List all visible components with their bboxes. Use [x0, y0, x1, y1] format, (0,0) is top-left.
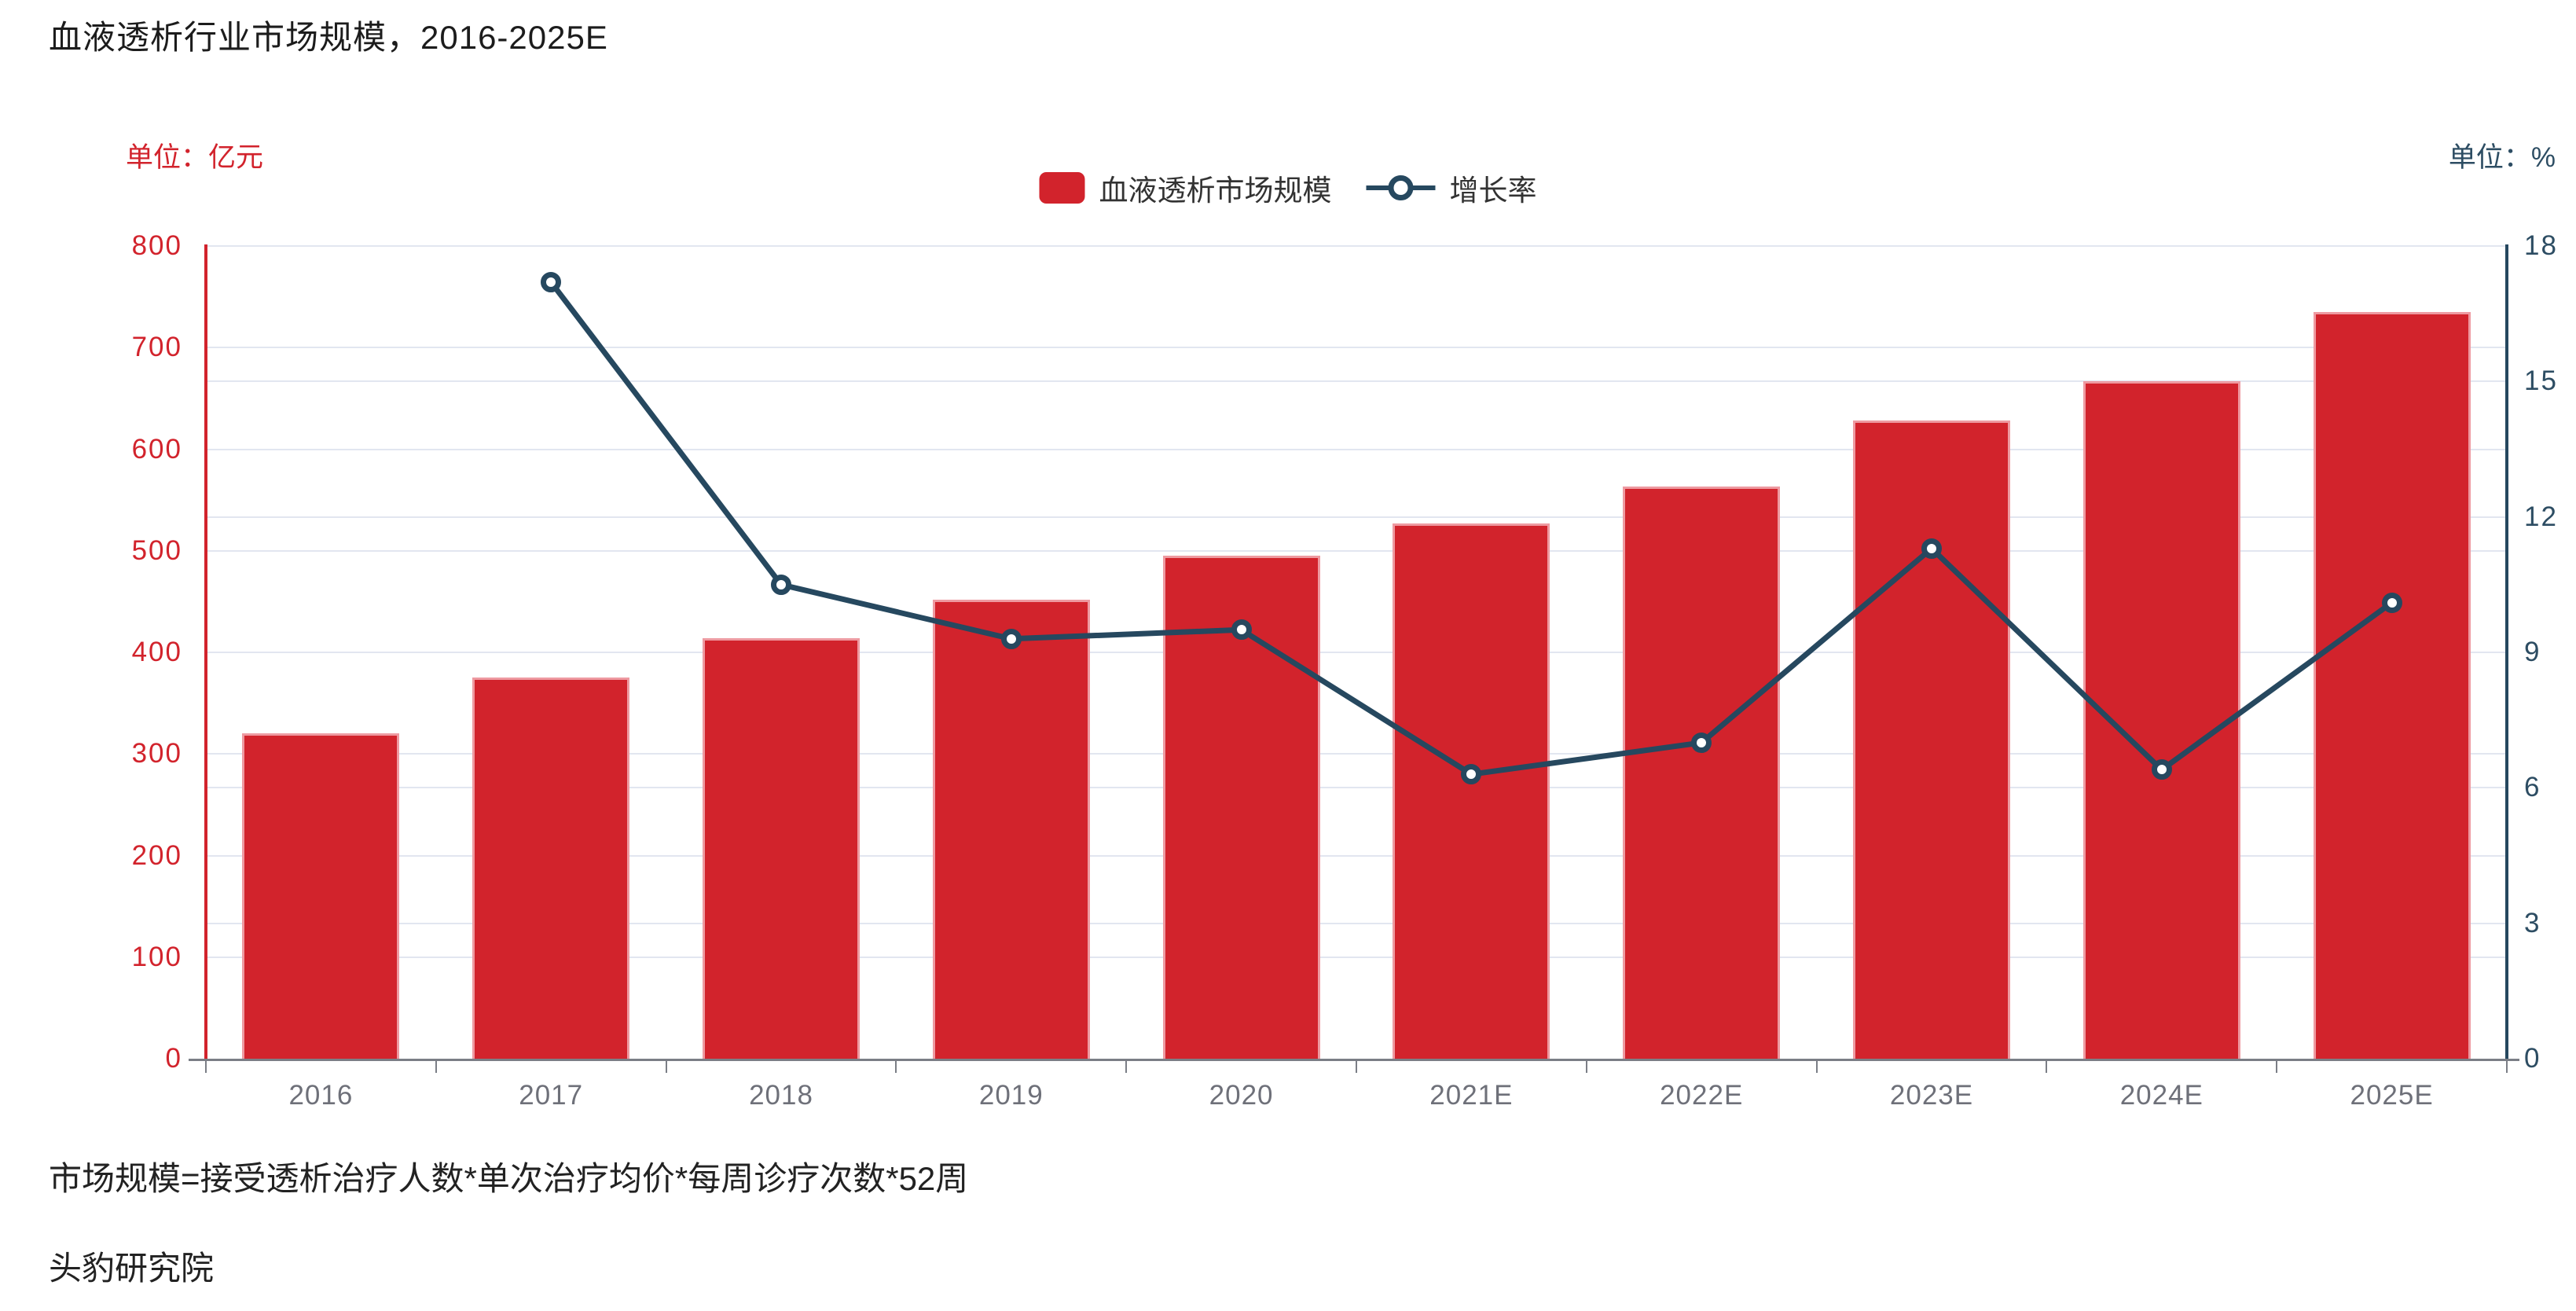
x-axis-tick-4 [1125, 1060, 1128, 1073]
x-label-2022E: 2022E [1660, 1080, 1744, 1111]
line-marker-2017[interactable] [541, 271, 562, 292]
left-axis-tick-100: 100 [131, 941, 182, 972]
legend-item-market-size[interactable]: 血液透析市场规模 [1039, 167, 1332, 209]
x-axis-tick-6 [1585, 1060, 1587, 1073]
x-axis-tick-3 [895, 1060, 897, 1073]
left-axis-tick-200: 200 [131, 839, 182, 871]
growth-rate-line [548, 279, 2395, 777]
left-y-axis-line [204, 244, 207, 1060]
line-marker-2025E[interactable] [2381, 592, 2402, 613]
x-label-2016: 2016 [288, 1080, 354, 1111]
legend-line-label: 增长率 [1449, 174, 1537, 207]
legend-item-growth-rate[interactable]: 增长率 [1366, 167, 1537, 209]
gridline-left-600 [206, 448, 2507, 450]
x-axis-tick-5 [1356, 1060, 1357, 1073]
gridline-right-12 [206, 516, 2507, 518]
chart-title: 血液透析行业市场规模，2016-2025E [49, 19, 608, 56]
legend: 血液透析市场规模 增长率 [1039, 167, 1537, 209]
bar-series-swatch-icon [1039, 172, 1085, 204]
gridline-right-9 [206, 652, 2507, 653]
line-marker-2018[interactable] [771, 574, 791, 595]
gridline-right-6 [206, 787, 2507, 789]
x-axis-tick-0 [205, 1060, 207, 1073]
source-label: 头豹研究院 [49, 1250, 215, 1287]
bar-2017[interactable] [472, 678, 630, 1059]
bar-2022E[interactable] [1623, 487, 1781, 1059]
bar-2016[interactable] [242, 733, 400, 1059]
line-marker-2022E[interactable] [1691, 732, 1712, 753]
x-label-2024E: 2024E [2119, 1080, 2204, 1111]
left-axis-tick-700: 700 [131, 332, 182, 363]
gridline-left-700 [206, 347, 2507, 349]
x-axis-tick-7 [1815, 1060, 1818, 1073]
right-axis-tick-15: 15 [2524, 365, 2558, 397]
left-axis-tick-500: 500 [131, 534, 182, 566]
bar-2025E[interactable] [2313, 312, 2471, 1059]
line-marker-2019[interactable] [1000, 628, 1022, 649]
bar-2021E[interactable] [1393, 523, 1550, 1059]
x-label-2025E: 2025E [2350, 1080, 2434, 1111]
left-axis-tick-800: 800 [131, 230, 182, 261]
chart-footnote: 市场规模=接受透析治疗人数*单次治疗均价*每周诊疗次数*52周 [49, 1160, 969, 1197]
x-label-2018: 2018 [749, 1080, 813, 1111]
right-axis-tick-6: 6 [2524, 772, 2541, 803]
gridline-right-3 [206, 922, 2507, 924]
gridline-left-100 [206, 956, 2507, 958]
x-axis-line [189, 1059, 2519, 1061]
line-marker-2021E[interactable] [1461, 764, 1482, 785]
x-axis-tick-9 [2276, 1060, 2278, 1073]
x-axis-tick-8 [2046, 1060, 2048, 1073]
line-marker-2023E[interactable] [1921, 538, 1942, 559]
right-axis-tick-0: 0 [2524, 1043, 2541, 1074]
x-label-2023E: 2023E [1889, 1080, 1974, 1111]
right-axis-tick-18: 18 [2524, 230, 2558, 261]
right-axis-tick-9: 9 [2524, 637, 2541, 667]
x-label-2017: 2017 [519, 1080, 584, 1111]
line-marker-2020[interactable] [1231, 619, 1252, 641]
x-axis-tick-2 [665, 1060, 667, 1073]
x-label-2021E: 2021E [1429, 1080, 1514, 1111]
x-label-2019: 2019 [978, 1080, 1044, 1111]
right-axis-tick-3: 3 [2524, 907, 2541, 938]
x-axis-tick-10 [2506, 1060, 2508, 1073]
gridline-left-500 [206, 549, 2507, 552]
x-label-2020: 2020 [1209, 1080, 1274, 1111]
left-axis-tick-0: 0 [165, 1043, 182, 1074]
left-axis-unit-label: 单位：亿元 [126, 142, 264, 173]
gridline-right-18 [206, 245, 2507, 247]
x-axis-tick-1 [435, 1060, 437, 1073]
gridline-left-300 [206, 753, 2507, 755]
bar-2019[interactable] [932, 599, 1090, 1059]
legend-bar-label: 血液透析市场规模 [1099, 174, 1332, 207]
left-axis-tick-600: 600 [131, 433, 182, 465]
gridline-right-15 [206, 380, 2507, 383]
bar-2023E[interactable] [1853, 420, 2010, 1059]
right-axis-unit-label: 单位：% [2448, 142, 2556, 173]
right-axis-tick-12: 12 [2524, 501, 2558, 532]
bar-2018[interactable] [703, 637, 860, 1059]
line-marker-2024E[interactable] [2151, 759, 2172, 780]
left-axis-tick-300: 300 [131, 738, 182, 769]
line-series-swatch-icon [1366, 172, 1436, 204]
left-axis-tick-400: 400 [131, 637, 182, 667]
right-y-axis-line [2505, 244, 2508, 1060]
gridline-left-200 [206, 854, 2507, 857]
